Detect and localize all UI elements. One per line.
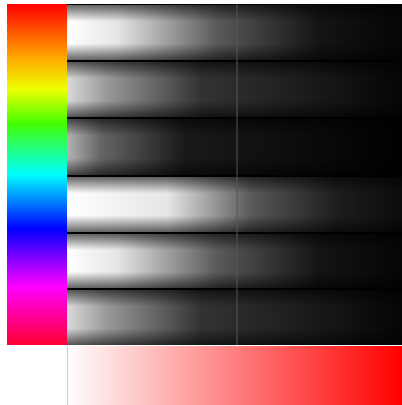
page: (() => { const data = JSON.parse(documen… [0,0,402,405]
band-shade [67,290,402,345]
visualization [0,0,402,405]
band-shade [67,177,402,232]
band-shade [67,119,402,175]
heatmap [67,4,402,345]
hue-scale [7,4,67,345]
band-shade [67,234,402,288]
band-shade [67,5,402,60]
intensity-scale [67,346,402,405]
band-shade [67,62,402,117]
